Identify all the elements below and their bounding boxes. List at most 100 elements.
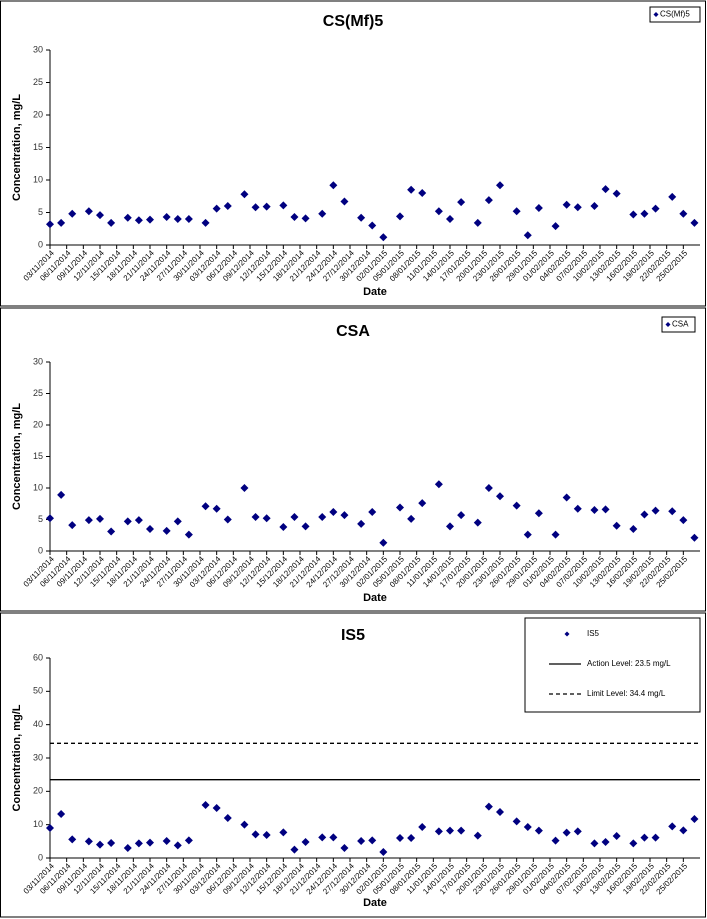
- data-point: [329, 181, 338, 190]
- data-point: [290, 213, 299, 222]
- data-point: [212, 204, 221, 213]
- data-point: [573, 504, 582, 513]
- data-point: [407, 514, 416, 523]
- data-point: [301, 838, 310, 846]
- panel-border: [0, 612, 706, 918]
- data-point: [357, 837, 366, 845]
- data-point: [679, 826, 688, 835]
- data-point: [201, 801, 210, 809]
- data-point: [368, 836, 377, 845]
- data-point: [496, 808, 504, 816]
- data-point: [523, 530, 532, 539]
- data-point: [473, 831, 482, 840]
- data-point: [690, 815, 699, 823]
- data-point: [68, 835, 77, 844]
- data-point: [640, 833, 649, 842]
- legend-marker: [653, 12, 659, 17]
- data-point: [184, 530, 193, 539]
- data-point: [612, 832, 621, 840]
- data-point: [340, 844, 349, 852]
- data-point: [223, 515, 232, 524]
- data-point: [68, 521, 77, 530]
- data-point: [329, 833, 338, 842]
- data-point: [134, 516, 143, 525]
- legend-label: CS(Mf)5: [660, 10, 690, 19]
- data-point: [162, 837, 171, 845]
- data-point: [434, 207, 443, 216]
- data-point: [573, 827, 582, 836]
- y-tick-label: 25: [33, 77, 43, 87]
- data-point: [484, 802, 493, 811]
- data-point: [184, 215, 193, 223]
- y-tick-label: 10: [33, 819, 43, 829]
- data-point: [57, 810, 66, 818]
- data-point: [484, 196, 493, 205]
- data-point: [301, 522, 310, 531]
- data-point: [562, 828, 571, 837]
- data-point: [162, 526, 171, 535]
- data-point: [690, 218, 699, 227]
- y-tick-label: 20: [33, 109, 43, 119]
- data-point: [573, 203, 582, 212]
- data-point: [318, 209, 327, 218]
- data-point: [57, 218, 66, 227]
- data-point: [357, 213, 366, 222]
- legend-box: [649, 6, 701, 23]
- data-point: [434, 827, 443, 836]
- data-point: [123, 844, 132, 852]
- data-point: [96, 514, 104, 523]
- data-point: [446, 826, 454, 835]
- legend-box: [661, 316, 696, 333]
- data-point: [446, 522, 454, 531]
- data-point: [201, 502, 210, 511]
- data-point: [223, 202, 232, 210]
- data-point: [201, 218, 210, 227]
- data-point: [107, 839, 116, 847]
- y-tick-label: 15: [33, 451, 43, 461]
- data-point: [146, 524, 154, 533]
- data-point: [173, 841, 182, 850]
- y-tick-label: 40: [33, 719, 43, 729]
- y-tick-label: 50: [33, 686, 43, 696]
- panel-border: [0, 307, 706, 612]
- data-point: [251, 512, 260, 521]
- data-point: [146, 215, 154, 224]
- data-point: [46, 220, 54, 229]
- data-point: [318, 833, 327, 842]
- data-point: [534, 826, 543, 835]
- y-tick-label: 0: [38, 239, 43, 249]
- chart-title: IS5: [341, 627, 365, 644]
- y-tick-label: 15: [33, 142, 43, 152]
- data-point: [290, 512, 299, 521]
- data-point: [212, 804, 221, 812]
- data-point: [473, 218, 482, 227]
- data-point: [601, 838, 610, 846]
- data-point: [512, 207, 521, 216]
- data-point: [534, 509, 543, 518]
- data-point: [46, 514, 54, 523]
- data-point: [134, 216, 143, 225]
- y-tick-label: 5: [38, 207, 43, 217]
- data-point: [496, 492, 504, 501]
- y-tick-label: 10: [33, 482, 43, 492]
- data-point: [279, 201, 288, 210]
- data-point: [223, 814, 232, 822]
- y-tick-label: 30: [33, 752, 43, 762]
- data-point: [262, 831, 271, 839]
- data-point: [551, 836, 560, 845]
- data-point: [640, 510, 649, 519]
- data-point: [340, 511, 349, 520]
- data-point: [457, 826, 466, 835]
- chart-title: CSA: [336, 323, 370, 340]
- data-point: [279, 828, 288, 837]
- data-point: [629, 839, 638, 848]
- data-point: [446, 215, 454, 223]
- data-point: [396, 834, 404, 842]
- data-point: [368, 221, 377, 230]
- data-point: [379, 538, 388, 547]
- y-tick-label: 30: [33, 44, 43, 54]
- data-point: [590, 839, 599, 848]
- data-point: [251, 203, 260, 212]
- x-axis-title: Date: [363, 286, 387, 298]
